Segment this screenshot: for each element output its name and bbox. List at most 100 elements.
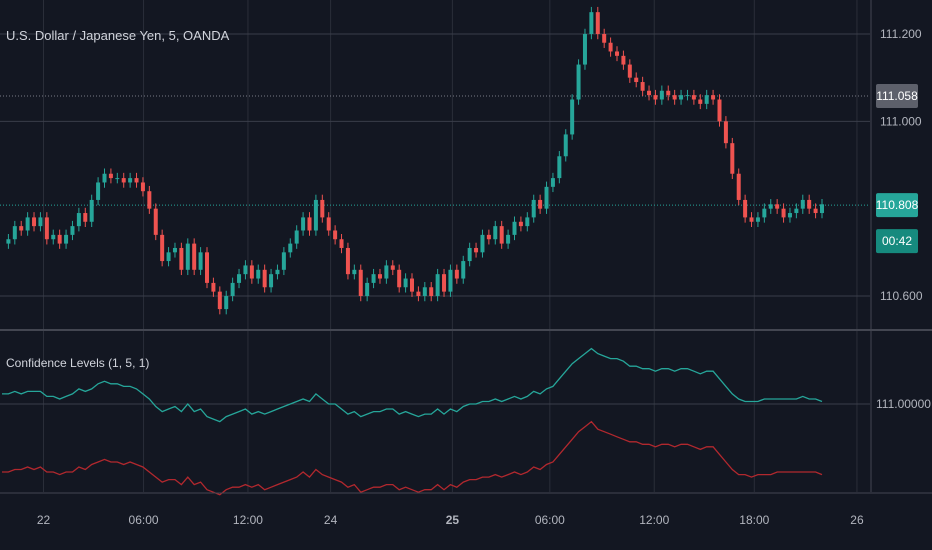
candle-body [730,143,735,174]
candle-body [762,208,767,218]
candle-body [377,274,382,279]
candle-body [589,12,594,34]
candle-body [390,265,395,270]
candle-body [172,247,177,253]
candle-body [217,291,222,310]
candle-body [301,217,306,231]
candle-body [666,90,671,96]
candle-body [493,226,498,240]
candle-body [794,208,799,214]
candle-body [140,182,145,192]
candle-body [531,199,536,218]
symbol-title[interactable]: U.S. Dollar / Japanese Yen, 5, OANDA [6,28,230,43]
time-tick-label: 06:00 [129,513,159,527]
candle-body [237,274,242,283]
time-tick-label: 18:00 [739,513,769,527]
candle-body [711,95,716,100]
candle-body [269,274,274,288]
candle-body [371,274,376,283]
candle-body [358,269,363,296]
candle-body [429,287,434,296]
time-tick-label: 06:00 [535,513,565,527]
candle-body [621,55,626,65]
candle-body [160,234,165,262]
price-plot[interactable] [0,6,870,315]
candle-body [224,296,229,310]
last-price-label: 110.808 [876,198,919,212]
candle-body [736,173,741,200]
candle-body [57,234,62,244]
price-tick-label: 110.600 [880,289,923,303]
indicator-tick-label: 111.00000 [876,397,931,411]
candle-body [704,95,709,104]
candle-body [249,265,254,279]
candle-body [121,178,126,183]
candle-body [723,121,728,144]
candle-body [153,208,158,235]
candle-body [384,265,389,279]
candle-body [781,208,786,218]
candle-body [205,252,209,283]
candle-body [64,234,69,244]
candle-body [820,204,824,214]
candle-body [653,95,658,100]
candle-body [787,213,792,218]
candle-body [525,217,530,227]
candle-body [326,217,331,231]
candle-body [570,99,575,135]
time-tick-label: 25 [446,513,460,527]
upper-confidence-line [2,347,823,423]
candle-body [615,51,619,56]
candle-body [6,239,11,244]
candle-body [32,217,37,227]
candle-body [397,269,402,288]
candle-body [563,134,568,157]
indicator-plot[interactable] [2,347,823,496]
candle-body [333,230,338,240]
time-tick-label: 12:00 [233,513,263,527]
grid [0,0,870,492]
candle-body [679,95,684,100]
candle-body [448,269,453,292]
candle-body [192,243,197,270]
candle-body [775,204,780,209]
candle-body [627,64,632,78]
candle-body [275,269,280,275]
candle-body [96,182,101,200]
candle-body [422,287,427,296]
indicator-title[interactable]: Confidence Levels (1, 5, 1) [6,356,150,370]
time-tick-label: 22 [37,513,51,527]
candle-body [813,208,818,214]
candle-body [185,243,190,270]
candle-body [743,199,748,218]
candle-body [435,274,440,296]
candle-body [403,278,408,288]
candle-body [518,221,523,227]
candle-body [262,269,267,288]
time-tick-label: 26 [850,513,864,527]
candle-body [70,226,75,235]
candle-body [685,95,690,97]
candle-body [608,42,613,52]
candle-body [134,178,139,183]
previous-close-label-bg [876,84,918,109]
axes: 111.200 111.000 110.600 111.00000 22 06:00 12:… [0,0,932,527]
price-tick-label: 111.200 [880,27,922,41]
candle-body [211,282,216,292]
candle-body [288,243,293,253]
candle-body [442,274,447,292]
candle-body [506,234,511,244]
candle-body [550,178,555,187]
candle-body [166,252,171,262]
candle-body [499,226,504,244]
candle-body [76,213,81,227]
candle-body [12,226,17,240]
candle-body [230,282,235,296]
candle-body [454,269,459,279]
candle-body [44,217,49,240]
candle-body [307,217,312,231]
candle-body [51,234,56,240]
candle-body [179,247,184,270]
candle-body [320,199,325,218]
